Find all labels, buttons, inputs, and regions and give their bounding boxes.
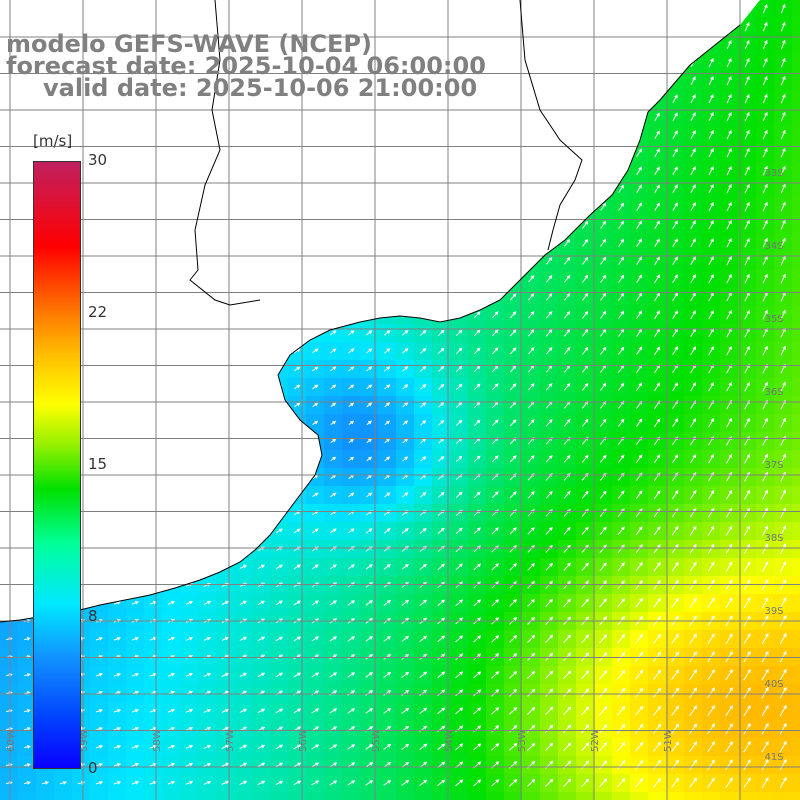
lon-label: 54W xyxy=(444,729,455,752)
colorbar-tick-15: 15 xyxy=(88,455,108,473)
lon-label: 51W xyxy=(663,729,674,752)
colorbar-tick-22: 22 xyxy=(88,303,108,321)
lat-label: 37S xyxy=(764,460,783,471)
lon-label: 55W xyxy=(371,729,382,752)
forecast-date: forecast date: 2025-10-04 06:00:00 xyxy=(6,52,486,80)
lat-label: 39S xyxy=(764,606,783,617)
lon-label: 52W xyxy=(590,729,601,752)
coastline xyxy=(0,24,741,623)
colorbar xyxy=(33,161,81,769)
colorbar-tick-30: 30 xyxy=(88,151,108,169)
lat-label: 36S xyxy=(764,387,783,398)
lon-label: 56W xyxy=(298,729,309,752)
country-border xyxy=(519,0,583,251)
colorbar-tick-8: 8 xyxy=(88,607,98,625)
lon-label: 60W xyxy=(6,729,17,752)
valid-date: valid date: 2025-10-06 21:00:00 xyxy=(43,74,478,102)
lat-label: 38S xyxy=(764,533,783,544)
lon-label: 53W xyxy=(517,729,528,752)
lon-label: 58W xyxy=(152,729,163,752)
colorbar-tick-0: 0 xyxy=(88,759,98,777)
lat-label: 35S xyxy=(764,314,783,325)
model-title: modelo GEFS-WAVE (NCEP) xyxy=(6,30,372,58)
lat-label: 34S xyxy=(764,241,783,252)
country-border xyxy=(189,0,261,306)
lon-label: 59W xyxy=(79,729,90,752)
colorbar-unit: [m/s] xyxy=(33,132,73,150)
lat-label: 41S xyxy=(764,752,783,763)
lat-label: 40S xyxy=(764,679,783,690)
lon-label: 57W xyxy=(225,729,236,752)
lat-label: 33S xyxy=(764,168,783,179)
